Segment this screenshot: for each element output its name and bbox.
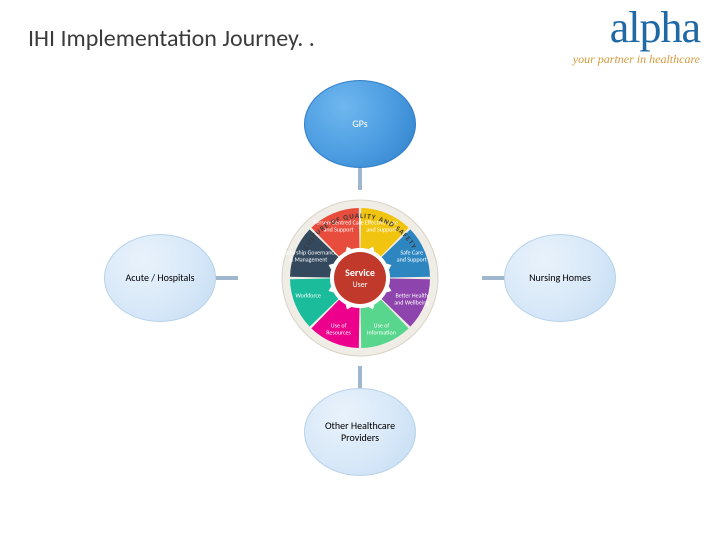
core-sublabel: User <box>352 280 367 290</box>
bubble-acute-label: Acute / Hospitals <box>125 272 194 285</box>
bubble-gps: GPs <box>304 80 416 168</box>
connector-left <box>216 276 238 280</box>
wheel-slice-label: Better Healthand Wellbeing <box>394 291 429 306</box>
bubble-gps-label: GPs <box>352 118 367 131</box>
brand-logo-word: alpha <box>573 6 700 50</box>
wheel-slice-label: Workforce <box>296 291 321 299</box>
wheel-slice-label: Safe Careand Support <box>397 249 427 264</box>
connector-top <box>358 168 362 190</box>
connector-right <box>482 276 504 280</box>
bubble-other: Other Healthcare Providers <box>304 388 416 476</box>
bubble-nursing: Nursing Homes <box>504 234 616 322</box>
brand-logo-tagline: your partner in healthcare <box>573 52 700 67</box>
center-wheel: Effective Careand SupportSafe Careand Su… <box>238 190 482 366</box>
ihi-diagram: GPs Acute / Hospitals Nursing Homes Othe… <box>100 80 620 500</box>
brand-logo: alpha your partner in healthcare <box>573 6 700 67</box>
page-title: IHI Implementation Journey. . <box>28 24 315 53</box>
core-label: Service <box>345 266 375 279</box>
connector-bottom <box>358 366 362 388</box>
bubble-nursing-label: Nursing Homes <box>529 272 591 285</box>
bubble-acute: Acute / Hospitals <box>104 234 216 322</box>
bubble-other-label: Other Healthcare Providers <box>313 420 407 445</box>
